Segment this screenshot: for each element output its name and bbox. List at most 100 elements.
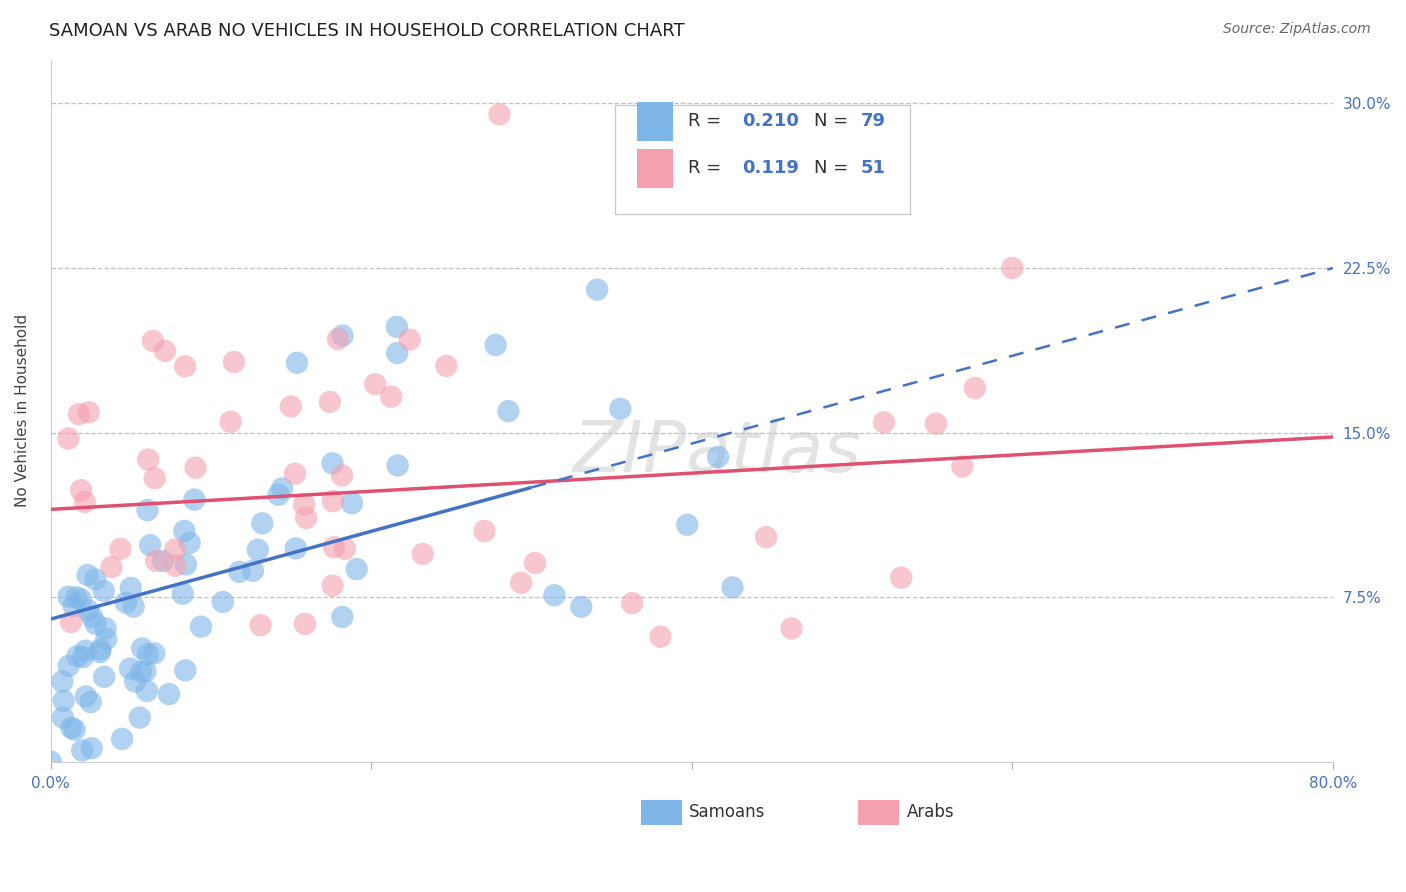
Point [398, 333, 420, 347]
Point [609, 401, 631, 416]
Text: Source: ZipAtlas.com: Source: ZipAtlas.com [1223, 22, 1371, 37]
Point [174, 359, 197, 374]
Point [319, 395, 342, 409]
Point [280, 400, 302, 414]
Text: R =: R = [688, 160, 727, 178]
Text: ZIPatlas: ZIPatlas [572, 418, 862, 487]
FancyBboxPatch shape [637, 102, 672, 141]
Point [100, 560, 122, 574]
Point [143, 471, 166, 485]
Point [80, 741, 103, 756]
Point [332, 328, 354, 343]
Point [94, 621, 117, 635]
Point [222, 355, 245, 369]
Point [219, 415, 242, 429]
Point [110, 541, 132, 556]
Point [246, 542, 269, 557]
Point [136, 503, 159, 517]
Point [174, 558, 197, 572]
Point [285, 356, 308, 370]
Point [474, 524, 496, 538]
Point [387, 458, 409, 473]
Point [84, 616, 107, 631]
Text: N =: N = [814, 112, 848, 130]
Point [62, 599, 84, 613]
Point [228, 565, 250, 579]
Point [120, 581, 142, 595]
Point [621, 596, 644, 610]
Text: 0.119: 0.119 [742, 160, 799, 178]
Point [58, 590, 80, 604]
Point [173, 524, 195, 538]
Point [90, 642, 112, 657]
Y-axis label: No Vehicles in Household: No Vehicles in Household [15, 314, 30, 508]
Point [295, 511, 318, 525]
Point [70, 592, 93, 607]
Point [84, 572, 107, 586]
Point [676, 517, 699, 532]
Point [65, 591, 87, 605]
Point [118, 662, 141, 676]
Point [135, 684, 157, 698]
Point [72, 650, 94, 665]
Point [321, 456, 343, 470]
Point [63, 723, 86, 737]
Point [76, 603, 98, 617]
Point [80, 695, 103, 709]
Point [58, 432, 80, 446]
Point [152, 554, 174, 568]
Point [77, 405, 100, 419]
Point [73, 495, 96, 509]
Point [67, 407, 90, 421]
Point [142, 334, 165, 348]
Point [650, 630, 672, 644]
Text: Arabs: Arabs [907, 803, 955, 822]
Point [284, 467, 307, 481]
Point [780, 621, 803, 635]
Point [58, 658, 80, 673]
Point [330, 468, 353, 483]
Point [51, 674, 73, 689]
Text: 79: 79 [860, 112, 886, 130]
Point [322, 494, 344, 508]
Point [93, 583, 115, 598]
Point [510, 575, 533, 590]
Point [925, 417, 948, 431]
Point [950, 459, 973, 474]
Point [60, 615, 83, 629]
Point [873, 415, 896, 429]
Point [143, 646, 166, 660]
Point [586, 283, 609, 297]
Point [485, 338, 508, 352]
Text: 0.210: 0.210 [742, 112, 799, 130]
Point [707, 450, 730, 464]
Point [498, 404, 520, 418]
Point [129, 665, 152, 679]
FancyBboxPatch shape [637, 149, 672, 187]
Point [165, 558, 187, 573]
Point [569, 599, 592, 614]
Text: R =: R = [688, 112, 727, 130]
Point [340, 496, 363, 510]
Point [434, 359, 457, 373]
Point [242, 564, 264, 578]
Text: 51: 51 [860, 160, 886, 178]
Point [165, 542, 187, 557]
Point [96, 632, 118, 646]
Point [172, 587, 194, 601]
Point [322, 541, 344, 555]
Point [153, 343, 176, 358]
Point [136, 648, 159, 662]
Point [524, 556, 547, 570]
Point [52, 694, 75, 708]
Point [543, 588, 565, 602]
Point [380, 390, 402, 404]
FancyBboxPatch shape [859, 799, 900, 825]
Point [76, 568, 98, 582]
Point [89, 645, 111, 659]
Text: SAMOAN VS ARAB NO VEHICLES IN HOUSEHOLD CORRELATION CHART: SAMOAN VS ARAB NO VEHICLES IN HOUSEHOLD … [49, 22, 685, 40]
Point [292, 498, 315, 512]
Point [322, 579, 344, 593]
Point [284, 541, 307, 556]
Point [122, 599, 145, 614]
